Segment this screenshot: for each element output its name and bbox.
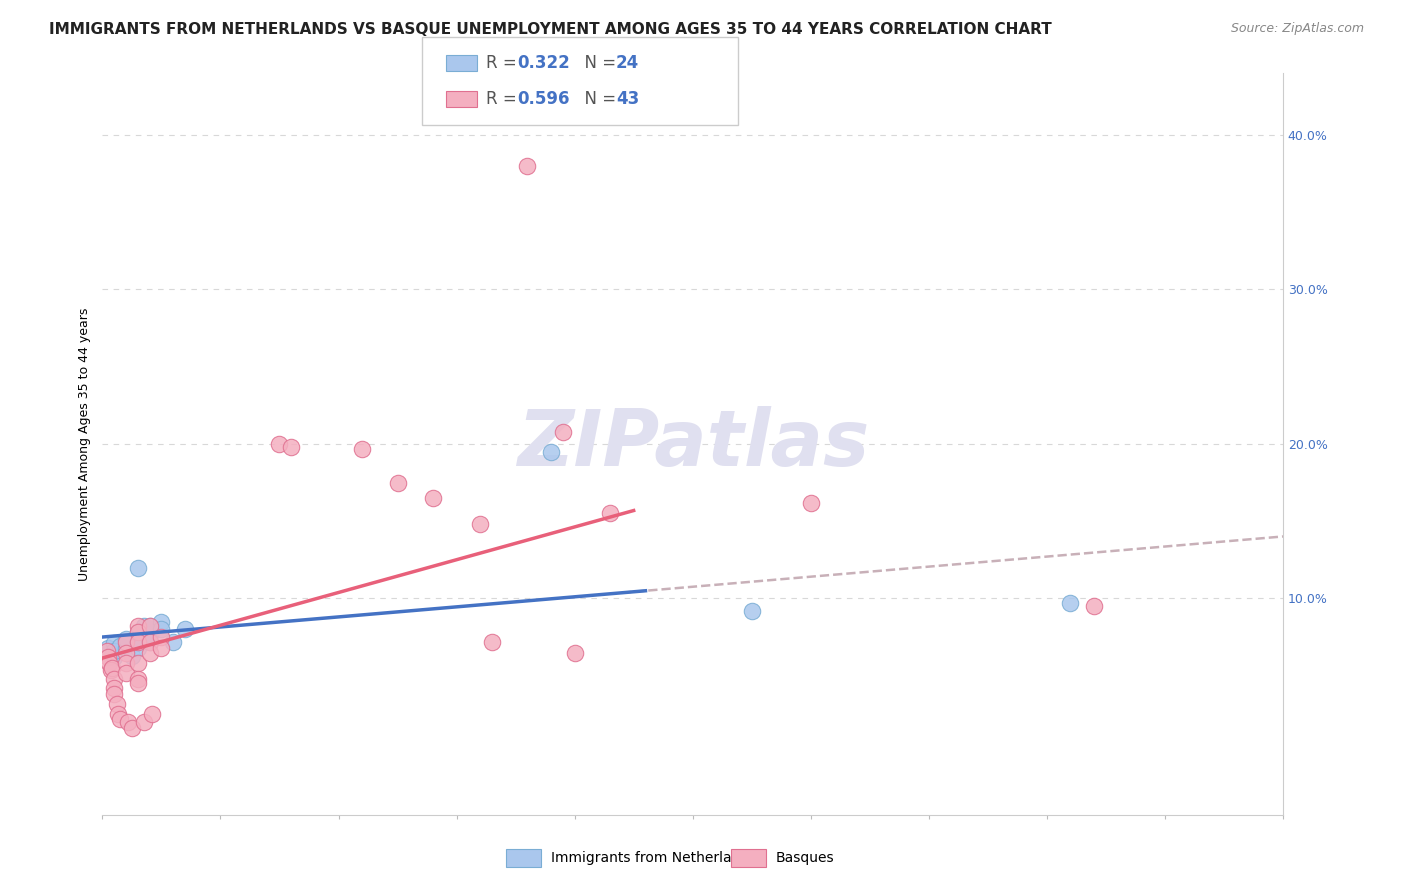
Point [121,648,143,663]
Point [127,634,149,648]
Point [141,707,163,722]
Point [103,636,125,650]
Point [132,715,155,730]
Point [103,644,125,658]
Point [540,444,562,458]
Point [101,661,124,675]
Text: Source: ZipAtlas.com: Source: ZipAtlas.com [1230,22,1364,36]
Point [121,721,143,735]
Point [115,632,138,646]
Point [516,159,538,173]
Point [269,437,291,451]
Text: 43: 43 [616,90,640,108]
Point [127,619,149,633]
Text: R =: R = [486,90,523,108]
Point [162,634,184,648]
Point [564,646,586,660]
Point [115,657,138,671]
Point [138,634,160,648]
Point [103,687,125,701]
Point [599,507,621,521]
Point [107,707,129,722]
Point [108,640,131,654]
Point [127,672,149,686]
Point [352,442,374,456]
Point [138,627,160,641]
Point [150,640,173,655]
Point [103,672,125,686]
Point [115,646,138,660]
Point [98,657,121,671]
Y-axis label: Unemployment Among Ages 35 to 44 years: Unemployment Among Ages 35 to 44 years [79,307,91,581]
Point [138,619,160,633]
Point [422,491,444,505]
Point [127,625,149,640]
Point [127,560,149,574]
Point [115,634,138,648]
Point [138,646,160,660]
Point [481,634,503,648]
Point [127,634,149,648]
Point [117,715,139,730]
Point [1059,596,1081,610]
Point [150,630,173,644]
Point [103,681,125,695]
Point [101,648,124,663]
Point [127,676,149,690]
Text: N =: N = [574,90,621,108]
Point [138,619,160,633]
Text: Basques: Basques [776,851,835,865]
Point [387,475,409,490]
Point [115,640,138,655]
Text: 0.596: 0.596 [517,90,569,108]
Text: IMMIGRANTS FROM NETHERLANDS VS BASQUE UNEMPLOYMENT AMONG AGES 35 TO 44 YEARS COR: IMMIGRANTS FROM NETHERLANDS VS BASQUE UN… [49,22,1052,37]
Point [150,623,173,637]
Text: N =: N = [574,54,621,72]
Point [100,663,122,677]
Text: 0.322: 0.322 [517,54,571,72]
Point [105,697,128,711]
Point [741,604,763,618]
Text: ZIPatlas: ZIPatlas [516,406,869,482]
Point [138,634,160,648]
Text: Immigrants from Netherlands: Immigrants from Netherlands [551,851,756,865]
Point [150,615,173,629]
Point [127,625,149,640]
Point [127,657,149,671]
Text: 24: 24 [616,54,640,72]
Point [96,644,118,658]
Point [280,440,302,454]
Point [115,665,138,680]
Point [108,712,131,726]
Point [470,517,492,532]
Point [132,619,155,633]
Point [127,640,149,655]
Point [97,650,120,665]
Point [97,640,120,655]
Text: R =: R = [486,54,523,72]
Point [551,425,574,439]
Point [1083,599,1105,614]
Point [174,623,197,637]
Point [800,496,823,510]
Point [103,650,125,665]
